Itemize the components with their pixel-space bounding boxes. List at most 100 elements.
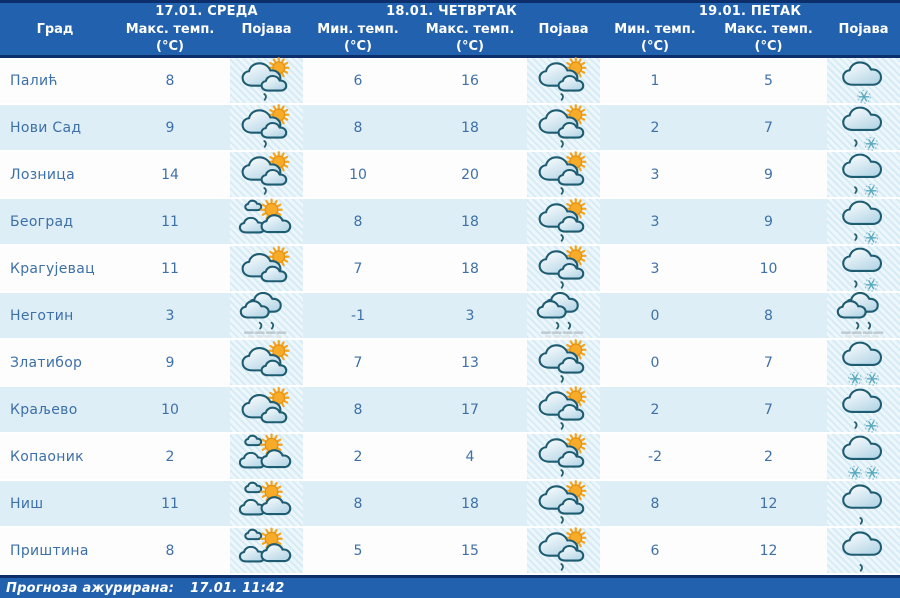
day3-phenomenon-cell <box>827 340 900 387</box>
day2-min-temp: 10 <box>303 152 413 199</box>
rain-and-fog-icon <box>836 292 886 338</box>
day3-max-temp: 10 <box>710 246 827 293</box>
update-time: 17.01. 11:42 <box>190 580 285 596</box>
day2-max-temp: 18 <box>413 199 527 246</box>
day1-max-temp: 10 <box>110 387 230 434</box>
partly-cloudy-icon <box>238 480 291 516</box>
status-bar: Прогноза ажурирана: 17.01. 11:42 <box>0 575 900 598</box>
city-name: Београд <box>0 199 110 246</box>
day2-max-temp: 16 <box>413 58 527 105</box>
day2-phenomenon-cell <box>527 292 600 340</box>
cloud-heavy-snow-icon <box>841 435 882 480</box>
day1-max-temp: 9 <box>110 340 230 387</box>
day1-phenomenon-cell <box>230 292 303 340</box>
sun-clouds-light-rain-icon <box>538 245 587 289</box>
col-header-day1-max: Макс. темп. (°C) <box>125 22 215 54</box>
partly-cloudy-icon <box>238 198 291 234</box>
col-header-day2-min: Мин. темп. (°C) <box>317 22 399 54</box>
rain-and-fog-icon <box>239 292 289 338</box>
cloud-rain-snow-icon <box>841 200 882 245</box>
day2-phenomenon-cell <box>527 57 600 105</box>
date-spacer <box>0 3 110 21</box>
cloud-rain-snow-icon <box>841 153 882 198</box>
day2-max-temp: 15 <box>413 528 527 575</box>
day1-phenomenon-cell <box>230 245 303 293</box>
table-row: Палић 8 6 16 1 5 <box>0 57 900 105</box>
day2-min-temp: 2 <box>303 434 413 481</box>
day3-max-temp: 12 <box>710 481 827 528</box>
day2-min-temp: 8 <box>303 387 413 434</box>
day3-max-temp: 7 <box>710 105 827 152</box>
column-header-row: Град Макс. темп. (°C) Појава Мин. темп. (°… <box>0 21 900 55</box>
col-header-day2-max: Макс. темп. (°C) <box>425 22 515 54</box>
day2-max-temp: 4 <box>413 434 527 481</box>
city-name: Лозница <box>0 152 110 199</box>
table-row: Краљево 10 8 17 2 7 <box>0 386 900 434</box>
day2-min-temp: 7 <box>303 340 413 387</box>
day2-min-temp: -1 <box>303 293 413 340</box>
day3-max-temp: 8 <box>710 293 827 340</box>
cloud-rain-snow-icon <box>841 247 882 292</box>
day2-max-temp: 13 <box>413 340 527 387</box>
sun-clouds-light-rain-icon <box>538 433 587 477</box>
day3-max-temp: 7 <box>710 340 827 387</box>
table-row: Златибор 9 7 13 0 7 <box>0 339 900 387</box>
cloud-light-rain-icon <box>841 484 882 525</box>
day1-phenomenon-cell <box>230 527 303 575</box>
day2-min-temp: 8 <box>303 199 413 246</box>
day2-max-temp: 17 <box>413 387 527 434</box>
sun-behind-clouds-icon <box>241 386 290 424</box>
day-1-header: 17.01. СРЕДА <box>155 4 258 19</box>
city-name: Неготин <box>0 293 110 340</box>
cloud-snow-icon <box>841 61 882 104</box>
table-row: Приштина 8 5 15 6 12 <box>0 527 900 575</box>
table-row: Београд 11 8 18 3 9 <box>0 198 900 246</box>
col-header-day3-phenomenon: Појава <box>838 22 889 37</box>
city-name: Ниш <box>0 481 110 528</box>
city-name: Крагујевац <box>0 246 110 293</box>
day2-phenomenon-cell <box>527 433 600 481</box>
day1-phenomenon-cell <box>230 198 303 246</box>
day3-phenomenon-cell <box>827 105 900 152</box>
table-body: Палић 8 6 16 1 5 Нови Сад 9 8 18 2 7 Лозница 14 10 20 3 9… <box>0 57 900 575</box>
day2-phenomenon-cell <box>527 104 600 152</box>
sun-clouds-light-rain-icon <box>538 386 587 430</box>
table-header: 17.01. СРЕДА 18.01. ЧЕТВРТАК 19.01. ПЕТА… <box>0 0 900 58</box>
day3-phenomenon-cell <box>827 152 900 199</box>
day3-max-temp: 9 <box>710 152 827 199</box>
day3-min-temp: 3 <box>600 199 710 246</box>
sun-clouds-light-rain-icon <box>538 480 587 524</box>
city-name: Копаоник <box>0 434 110 481</box>
city-name: Нови Сад <box>0 105 110 152</box>
day2-max-temp: 3 <box>413 293 527 340</box>
day3-max-temp: 2 <box>710 434 827 481</box>
day3-phenomenon-cell <box>827 292 900 340</box>
sun-clouds-light-rain-icon <box>538 57 587 101</box>
day2-phenomenon-cell <box>527 245 600 293</box>
day2-phenomenon-cell <box>527 198 600 246</box>
day2-phenomenon-cell <box>527 527 600 575</box>
sun-behind-clouds-icon <box>241 339 290 377</box>
date-row: 17.01. СРЕДА 18.01. ЧЕТВРТАК 19.01. ПЕТА… <box>0 3 900 21</box>
day1-phenomenon-cell <box>230 104 303 152</box>
day3-max-temp: 9 <box>710 199 827 246</box>
day3-max-temp: 12 <box>710 528 827 575</box>
day3-min-temp: 2 <box>600 387 710 434</box>
day1-phenomenon-cell <box>230 339 303 387</box>
table-row: Копаоник 2 2 4 -2 2 <box>0 433 900 481</box>
day2-min-temp: 8 <box>303 105 413 152</box>
day-2-header: 18.01. ЧЕТВРТАК <box>386 4 517 19</box>
day1-phenomenon-cell <box>230 151 303 199</box>
day2-phenomenon-cell <box>527 339 600 387</box>
day2-phenomenon-cell <box>527 386 600 434</box>
sun-clouds-light-rain-icon <box>241 151 290 195</box>
day3-min-temp: 0 <box>600 340 710 387</box>
update-label: Прогноза ажурирана: <box>6 580 175 596</box>
day1-phenomenon-cell <box>230 480 303 528</box>
day1-max-temp: 2 <box>110 434 230 481</box>
col-header-city: Град <box>36 22 74 37</box>
sun-clouds-light-rain-icon <box>538 339 587 383</box>
day3-phenomenon-cell <box>827 199 900 246</box>
city-name: Златибор <box>0 340 110 387</box>
